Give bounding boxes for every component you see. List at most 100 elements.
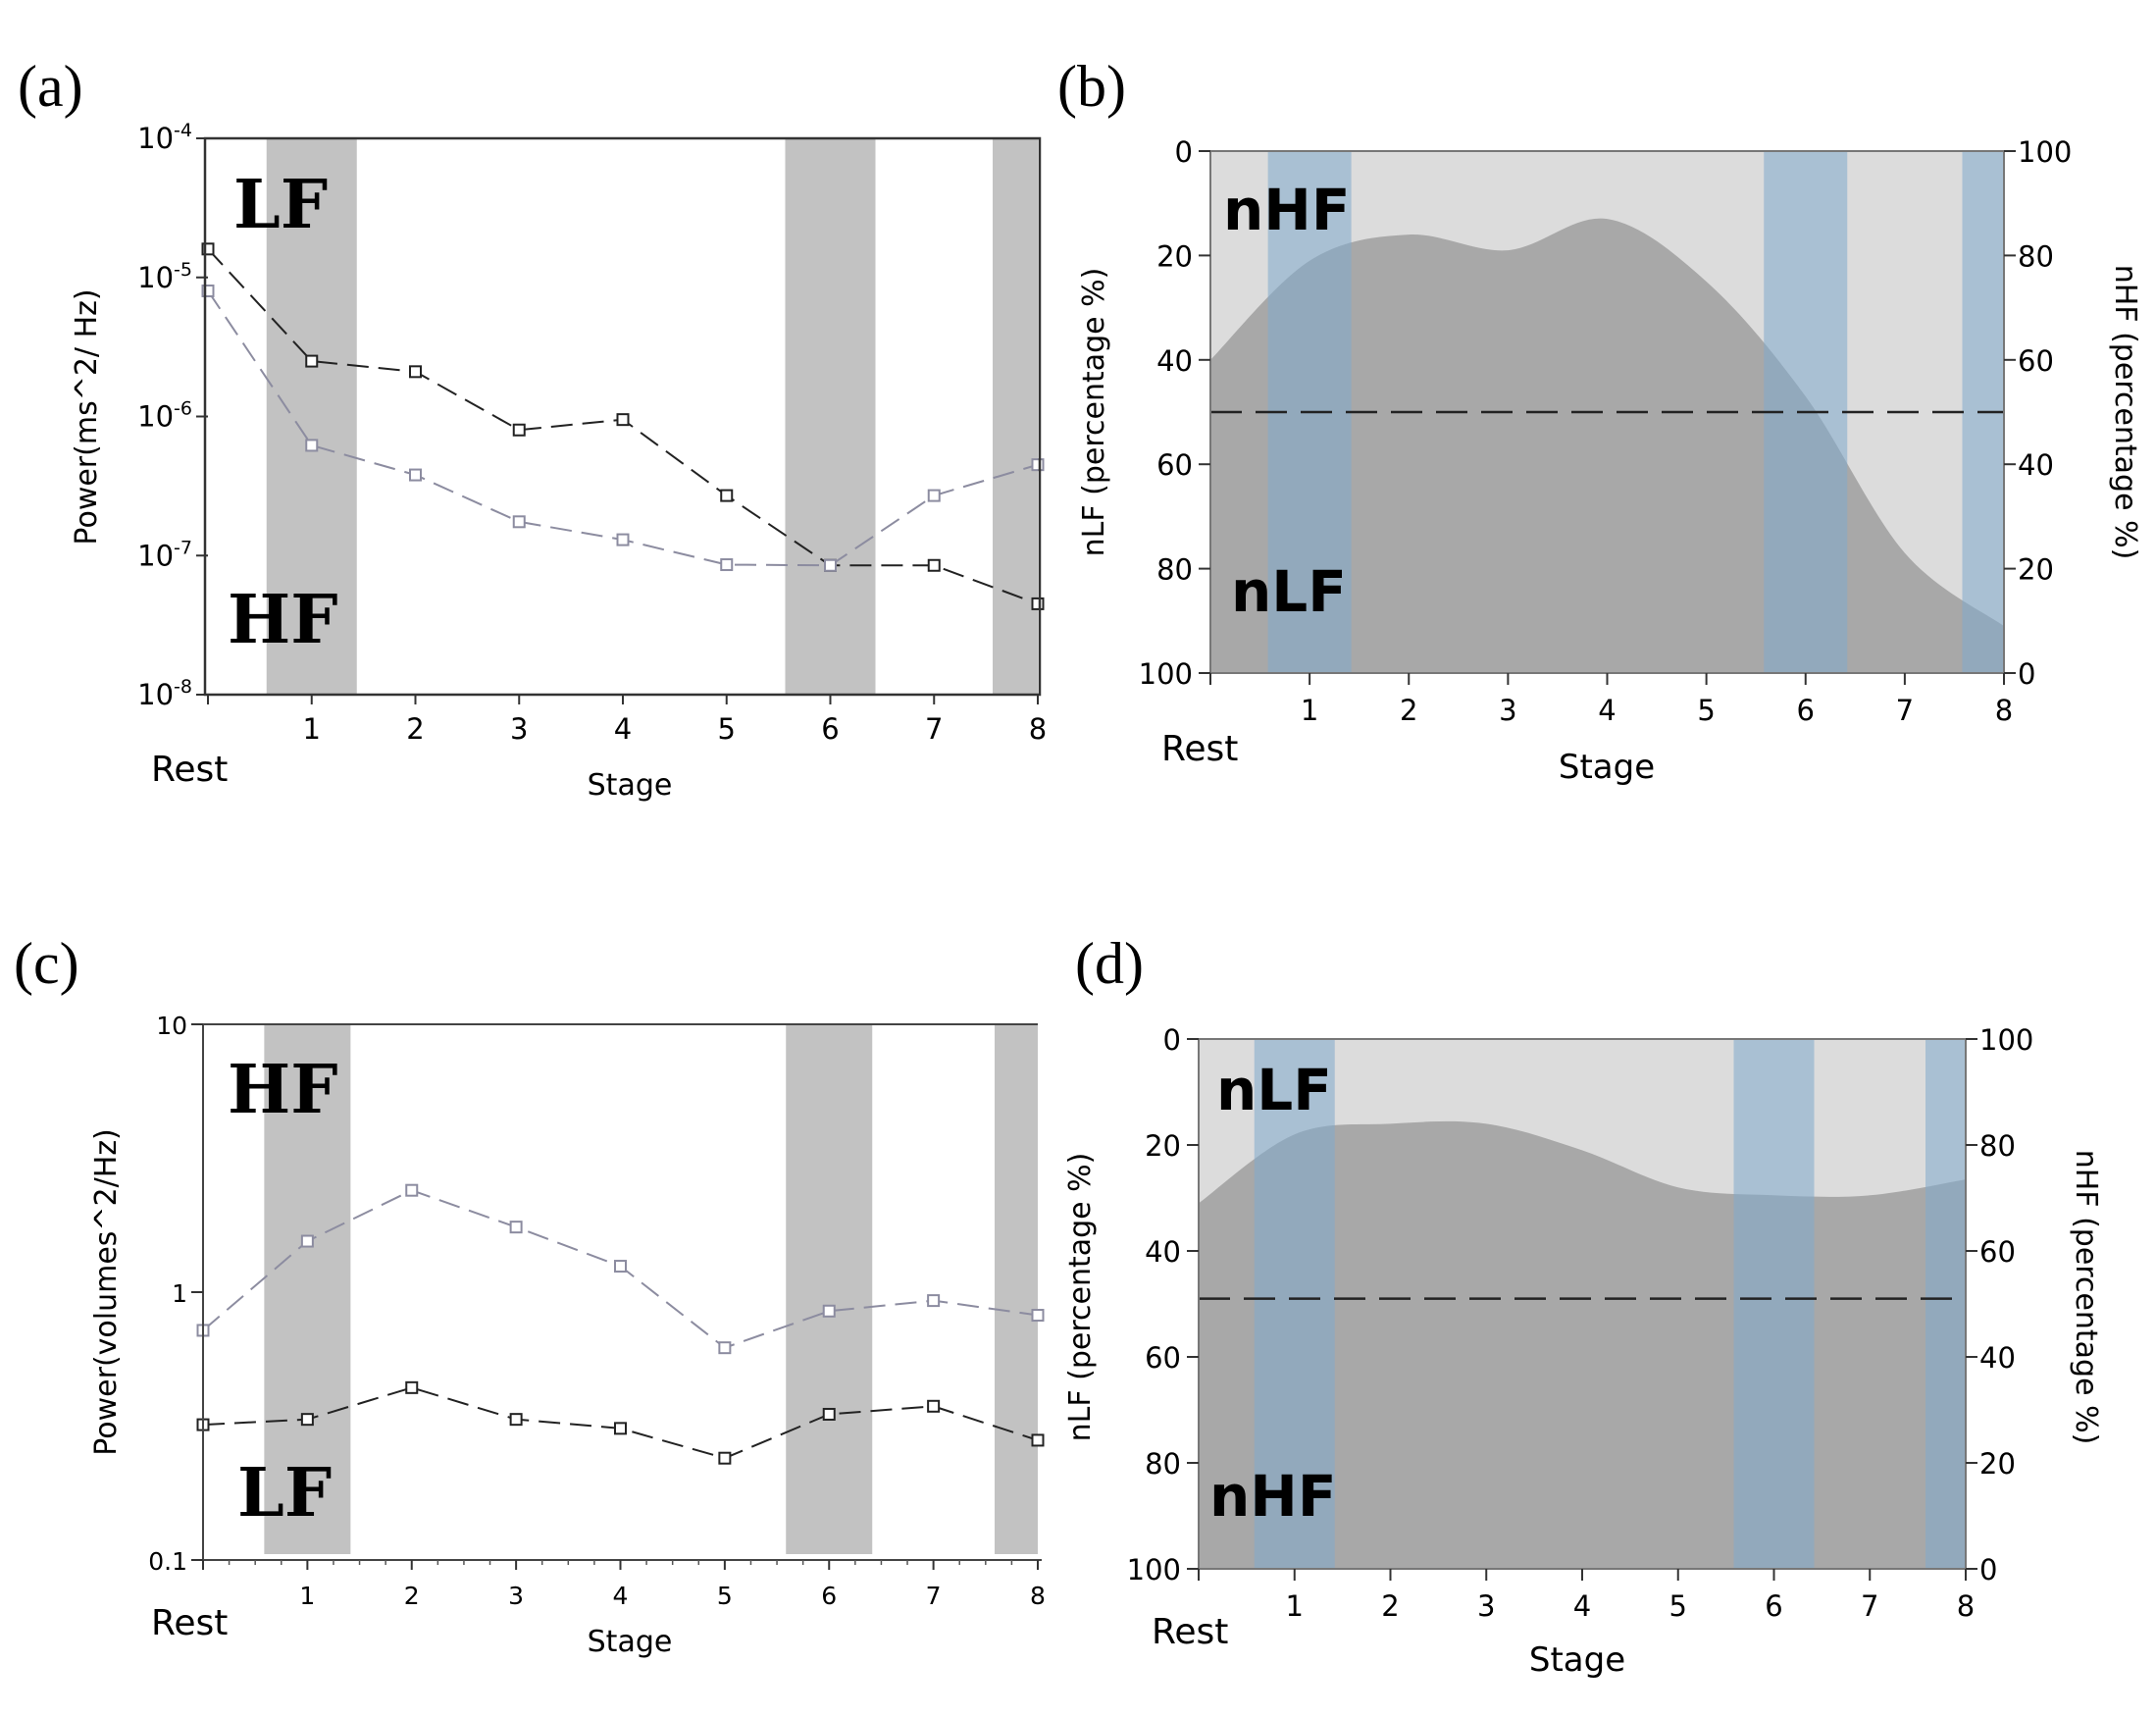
stage-band-6 [785, 138, 876, 695]
x-tick-label: 8 [1995, 694, 2013, 727]
data-point-lf-1 [305, 354, 319, 368]
y-tick-label-left: 40 [1156, 344, 1193, 378]
y-tick-label: 10-8 [137, 676, 192, 711]
data-point-hf-6 [822, 1304, 836, 1318]
y-tick-label-left: 0 [1175, 135, 1193, 169]
x-tick-label: 7 [925, 712, 943, 746]
panel-a-series [201, 242, 1045, 610]
y-tick-label-right: 60 [2018, 344, 2054, 378]
data-point-lf-3 [512, 423, 526, 437]
data-point-lf-7 [927, 558, 941, 572]
panel-label-d: (d) [1075, 931, 1144, 996]
y-tick-base: 0.1 [148, 1547, 187, 1576]
y-tick-base: 10 [137, 261, 174, 294]
stage-band-6 [1733, 1039, 1815, 1569]
panel-d-x-ticks: 1 2 3 4 5 6 7 8 [1198, 1569, 1975, 1623]
panel-a-annotation-lf: LF [233, 166, 328, 244]
y-tick-exponent: -6 [174, 398, 192, 420]
panel-c-x-axis-label: Stage [588, 1625, 673, 1659]
stage-band-8 [995, 1024, 1038, 1554]
panel-d-annotation-nlf: nLF [1216, 1057, 1332, 1123]
y-tick-label-right: 100 [2018, 135, 2072, 169]
x-tick-label: 8 [1957, 1589, 1975, 1623]
panel-label-c: (c) [14, 931, 79, 996]
data-point-lf-5 [720, 489, 734, 502]
x-tick-label: 3 [508, 1582, 524, 1610]
y-tick-exponent: -7 [174, 537, 192, 558]
x-tick-label: 2 [1400, 694, 1417, 727]
x-tick-label: 6 [821, 1582, 837, 1610]
y-tick-label: 10 [156, 1012, 187, 1040]
panel-b-x-axis-label: Stage [1559, 748, 1655, 787]
data-point-hf-5 [718, 1341, 732, 1355]
panel-b-y-axis-label-right: nHF (percentage %) [2108, 265, 2142, 560]
stage-band-8 [993, 138, 1038, 695]
panel-d-rest-label: Rest [1152, 1612, 1228, 1652]
y-tick-label-left: 80 [1145, 1447, 1181, 1481]
data-point-lf-7 [927, 1399, 941, 1413]
x-tick-label: 6 [821, 712, 839, 746]
data-point-lf-2 [409, 365, 422, 379]
panel-a-x-axis-label: Stage [588, 768, 673, 803]
data-point-lf-6 [822, 1407, 836, 1421]
data-point-hf-4 [616, 533, 630, 546]
panel-a-x-ticks: 1 2 3 4 5 6 7 8 [207, 695, 1047, 746]
data-point-lf-8 [1031, 597, 1045, 610]
x-tick-label: 4 [1598, 694, 1616, 727]
data-point-hf-6 [824, 558, 837, 572]
x-tick-label: 6 [1765, 1589, 1782, 1623]
x-tick-label: 5 [1669, 1589, 1687, 1623]
y-tick-base: 10 [137, 539, 174, 572]
y-tick-label-left: 40 [1145, 1235, 1181, 1269]
x-tick-label: 4 [613, 1582, 629, 1610]
y-tick-base: 1 [172, 1279, 187, 1308]
x-tick-label: 3 [1499, 694, 1516, 727]
x-tick-label: 3 [1477, 1589, 1495, 1623]
y-tick-base: 10 [137, 678, 174, 711]
panel-label-a: (a) [18, 54, 83, 119]
x-tick-label: 8 [1030, 1582, 1046, 1610]
data-point-lf-2 [405, 1380, 419, 1394]
x-tick-label: 1 [299, 1582, 315, 1610]
panel-a-y-axis-label: Power(ms^2/ Hz) [70, 288, 104, 545]
data-point-hf-4 [614, 1260, 627, 1274]
y-tick-label-right: 0 [1979, 1553, 1997, 1586]
panel-a-annotation-hf: HF [228, 581, 338, 659]
y-tick-label-right: 20 [1979, 1447, 2016, 1481]
panel-c-chart: 1 2 3 4 5 6 7 8 10 1 0.1 Rest Stage Power(volumes… [89, 1012, 1046, 1659]
y-tick-label-right: 60 [1979, 1235, 2016, 1269]
panel-b-rest-label: Rest [1161, 729, 1238, 769]
data-point-hf-3 [512, 515, 526, 529]
x-tick-label: 5 [718, 712, 736, 746]
x-tick-label: 6 [1797, 694, 1815, 727]
y-tick-label-left: 80 [1156, 553, 1193, 587]
y-tick-label: 10-6 [137, 398, 192, 434]
data-point-hf-3 [509, 1221, 523, 1234]
panel-c-y-ticks: 10 1 0.1 [148, 1012, 203, 1576]
panel-b-y-axis-label-left: nLF (percentage %) [1077, 268, 1111, 557]
y-tick-label-left: 60 [1156, 448, 1193, 482]
panel-a-stage-bands [266, 138, 1038, 695]
x-tick-label: 3 [510, 712, 528, 746]
data-point-hf-1 [305, 439, 319, 452]
data-point-lf-3 [509, 1413, 523, 1427]
y-tick-exponent: -8 [174, 676, 192, 698]
panel-d-y-axis-label-left: nLF (percentage %) [1063, 1153, 1098, 1442]
data-point-hf-5 [720, 558, 734, 572]
panel-c-x-ticks: 1 2 3 4 5 6 7 8 [202, 1560, 1046, 1610]
panel-a-rest-label: Rest [151, 750, 228, 790]
y-tick-label: 0.1 [148, 1547, 187, 1576]
y-tick-label-left: 60 [1145, 1341, 1181, 1375]
x-tick-label: 7 [926, 1582, 942, 1610]
panel-a-y-ticks: 10-410-510-610-710-8 [137, 120, 208, 711]
y-tick-label-right: 40 [2018, 448, 2054, 482]
panel-c-y-axis-label: Power(volumes^2/Hz) [89, 1128, 124, 1456]
panel-b-chart: 1 2 3 4 5 6 7 8 0 20 40 60 80 100 100 80 60 40 20 0 Rest S… [1077, 135, 2142, 787]
data-point-lf-4 [614, 1422, 627, 1435]
y-tick-label-right: 40 [1979, 1341, 2016, 1375]
panel-b-annotation-nlf: nLF [1231, 558, 1347, 625]
panel-d-annotation-nhf: nHF [1209, 1463, 1336, 1530]
panel-d-y-axis-label-right: nHF (percentage %) [2069, 1150, 2103, 1445]
y-tick-label-left: 0 [1163, 1023, 1181, 1057]
